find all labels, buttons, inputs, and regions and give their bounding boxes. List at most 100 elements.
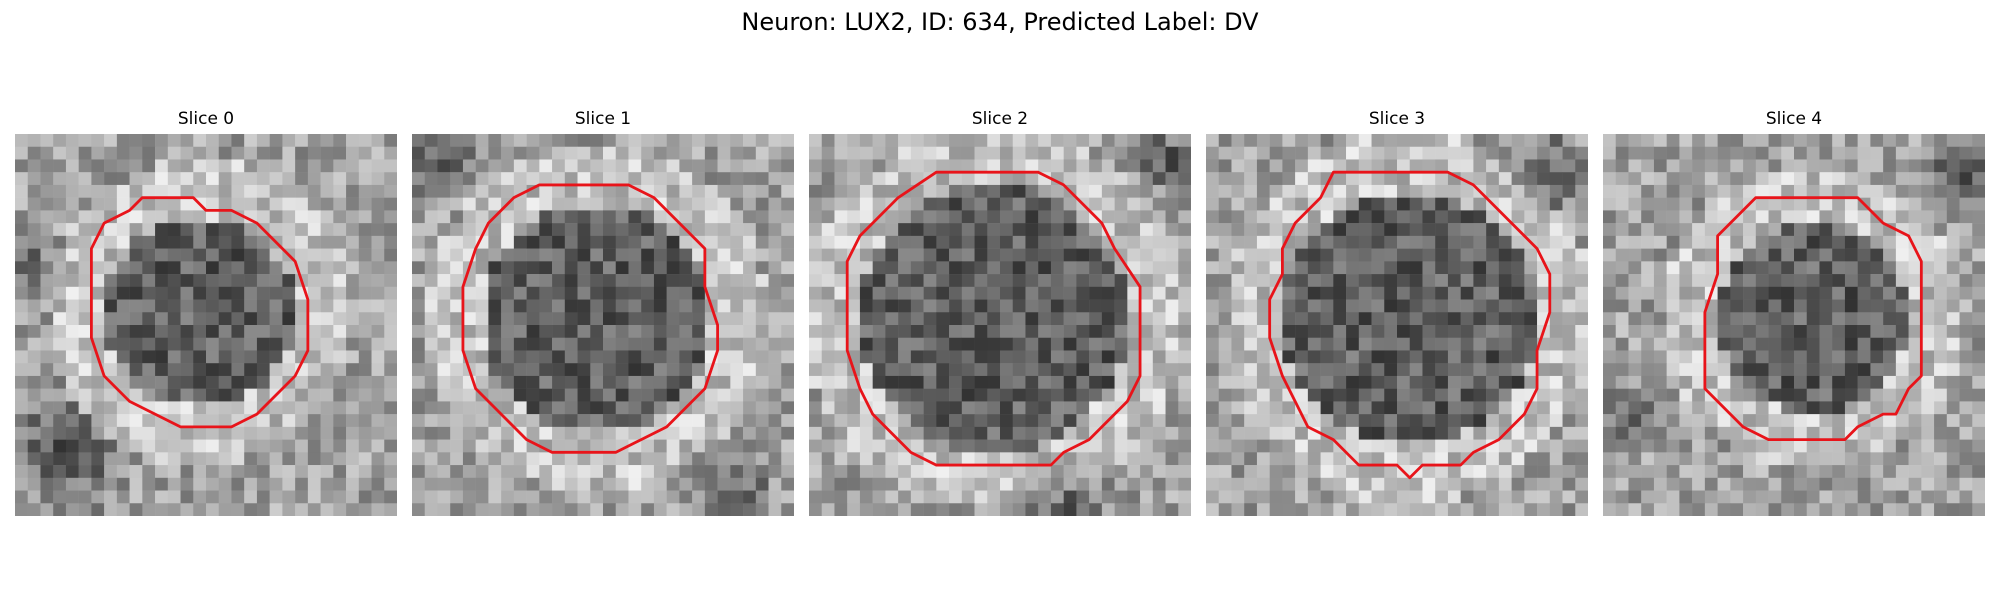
- pixel: [603, 477, 616, 491]
- pixel: [104, 146, 118, 160]
- pixel: [384, 439, 397, 453]
- pixel: [40, 134, 54, 147]
- pixel: [1972, 210, 1985, 224]
- pixel: [1857, 465, 1871, 479]
- pixel: [384, 337, 397, 351]
- pixel: [872, 197, 886, 211]
- pixel: [1908, 146, 1922, 160]
- pixel: [1269, 210, 1283, 224]
- pixel: [1844, 248, 1858, 262]
- pixel: [116, 337, 130, 351]
- pixel: [1794, 134, 1807, 147]
- pixel: [936, 248, 950, 262]
- pixel: [743, 146, 757, 160]
- pixel: [730, 465, 744, 479]
- pixel: [821, 312, 835, 326]
- pixel: [1895, 134, 1909, 147]
- pixel: [1781, 465, 1795, 479]
- pixel: [282, 452, 296, 466]
- pixel: [1794, 159, 1807, 173]
- pixel: [371, 503, 385, 516]
- pixel: [679, 375, 693, 389]
- pixel: [1114, 210, 1128, 224]
- pixel: [320, 299, 334, 313]
- pixel: [1730, 375, 1744, 389]
- pixel: [1358, 439, 1372, 453]
- pixel: [320, 248, 334, 262]
- pixel: [1870, 375, 1884, 389]
- pixel: [1000, 299, 1013, 313]
- pixel: [1768, 337, 1782, 351]
- pixel: [717, 477, 731, 491]
- pixel: [206, 210, 219, 224]
- pixel: [218, 172, 232, 186]
- pixel: [1140, 490, 1154, 504]
- pixel: [910, 159, 924, 173]
- pixel: [1269, 465, 1283, 479]
- pixel: [552, 286, 566, 300]
- pixel: [821, 286, 835, 300]
- pixel: [526, 350, 540, 364]
- pixel: [1447, 401, 1461, 415]
- pixel: [872, 490, 886, 504]
- pixel: [666, 477, 680, 491]
- pixel: [437, 401, 451, 415]
- pixel: [1806, 490, 1820, 504]
- pixel: [1050, 490, 1064, 504]
- pixel: [653, 223, 667, 237]
- pixel: [743, 490, 757, 504]
- pixel: [679, 388, 693, 402]
- pixel: [1575, 146, 1588, 160]
- pixel: [15, 401, 28, 415]
- pixel: [1641, 477, 1655, 491]
- pixel: [1206, 477, 1219, 491]
- pixel: [1768, 503, 1782, 516]
- pixel: [475, 490, 489, 504]
- pixel: [78, 465, 92, 479]
- pixel: [666, 401, 680, 415]
- pixel: [1730, 490, 1744, 504]
- pixel: [1794, 248, 1807, 262]
- pixel: [307, 490, 321, 504]
- pixel: [384, 375, 397, 389]
- pixel: [1562, 146, 1576, 160]
- pixel: [666, 235, 680, 249]
- slice-image: [412, 134, 794, 516]
- pixel: [1641, 401, 1655, 415]
- pixel: [1844, 388, 1858, 402]
- pixel: [768, 210, 782, 224]
- pixel: [412, 503, 425, 516]
- pixel: [1870, 325, 1884, 338]
- pixel: [1895, 146, 1909, 160]
- pixel: [1244, 286, 1258, 300]
- pixel: [1511, 159, 1525, 173]
- pixel: [974, 452, 988, 466]
- pixel: [987, 414, 1001, 428]
- pixel: [1730, 248, 1744, 262]
- pixel: [1653, 426, 1667, 440]
- pixel: [1358, 503, 1372, 516]
- pixel: [615, 248, 629, 262]
- pixel: [244, 490, 258, 504]
- pixel: [1435, 363, 1449, 377]
- pixel: [475, 414, 489, 428]
- pixel: [1000, 223, 1013, 237]
- pixel: [167, 286, 181, 300]
- pixel: [1050, 134, 1064, 147]
- pixel: [1397, 184, 1410, 198]
- pixel: [91, 452, 105, 466]
- pixel: [768, 465, 782, 479]
- pixel: [781, 325, 794, 338]
- pixel: [346, 299, 360, 313]
- pixel: [27, 375, 41, 389]
- pixel: [1768, 439, 1782, 453]
- pixel: [371, 490, 385, 504]
- pixel: [628, 210, 642, 224]
- pixel: [603, 503, 616, 516]
- pixel: [244, 299, 258, 313]
- pixel: [437, 452, 451, 466]
- pixel: [1231, 235, 1245, 249]
- pixel: [1653, 503, 1667, 516]
- pixel: [244, 248, 258, 262]
- pixel: [1346, 159, 1360, 173]
